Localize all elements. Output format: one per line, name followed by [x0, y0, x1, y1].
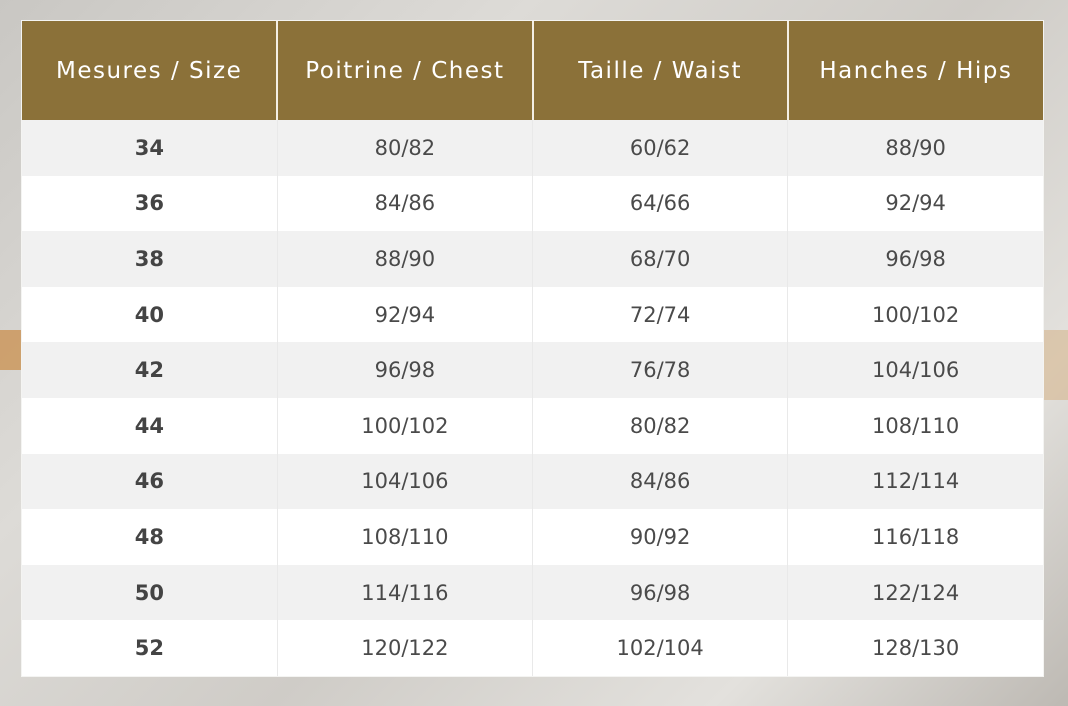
waist-cell: 84/86 — [531, 453, 788, 510]
waist-cell: 80/82 — [531, 397, 788, 454]
background-decoration — [0, 330, 22, 370]
waist-cell: 90/92 — [531, 509, 788, 565]
size-cell: 38 — [22, 231, 278, 287]
hips-cell: 112/114 — [787, 453, 1043, 510]
hips-cell: 108/110 — [787, 397, 1043, 454]
waist-cell: 102/104 — [531, 620, 788, 676]
table-row: 38 88/90 68/70 96/98 — [22, 231, 1043, 287]
chest-cell: 88/90 — [276, 231, 533, 287]
waist-cell: 96/98 — [531, 564, 788, 621]
hips-cell: 96/98 — [787, 231, 1043, 287]
hips-cell: 128/130 — [787, 620, 1043, 676]
size-cell: 44 — [22, 397, 278, 454]
chest-cell: 120/122 — [276, 620, 533, 676]
header-hips: Hanches / Hips — [786, 21, 1043, 120]
size-cell: 34 — [22, 120, 278, 176]
size-cell: 50 — [22, 564, 278, 621]
table-row: 42 96/98 76/78 104/106 — [22, 342, 1043, 398]
table-row: 36 84/86 64/66 92/94 — [22, 175, 1043, 232]
table-row: 46 104/106 84/86 112/114 — [22, 453, 1043, 510]
size-cell: 36 — [22, 175, 278, 232]
header-chest: Poitrine / Chest — [276, 21, 533, 120]
hips-cell: 92/94 — [787, 175, 1043, 232]
size-cell: 48 — [22, 509, 278, 565]
chest-cell: 96/98 — [276, 342, 533, 398]
chest-cell: 114/116 — [276, 564, 533, 621]
hips-cell: 122/124 — [787, 564, 1043, 621]
waist-cell: 72/74 — [531, 286, 788, 343]
table-row: 40 92/94 72/74 100/102 — [22, 286, 1043, 343]
header-waist: Taille / Waist — [531, 21, 788, 120]
table-row: 48 108/110 90/92 116/118 — [22, 509, 1043, 565]
size-chart-table: Mesures / Size Poitrine / Chest Taille /… — [21, 20, 1044, 677]
hips-cell: 116/118 — [787, 509, 1043, 565]
table-row: 52 120/122 102/104 128/130 — [22, 620, 1043, 676]
hips-cell: 88/90 — [787, 120, 1043, 176]
size-cell: 40 — [22, 286, 278, 343]
size-cell: 46 — [22, 453, 278, 510]
size-cell: 52 — [22, 620, 278, 676]
waist-cell: 76/78 — [531, 342, 788, 398]
chest-cell: 80/82 — [276, 120, 533, 176]
header-row: Mesures / Size Poitrine / Chest Taille /… — [22, 21, 1043, 120]
chest-cell: 100/102 — [276, 397, 533, 454]
waist-cell: 60/62 — [531, 120, 788, 176]
header-size: Mesures / Size — [22, 21, 278, 120]
chest-cell: 108/110 — [276, 509, 533, 565]
chest-cell: 92/94 — [276, 286, 533, 343]
table-row: 44 100/102 80/82 108/110 — [22, 397, 1043, 454]
size-cell: 42 — [22, 342, 278, 398]
table-row: 34 80/82 60/62 88/90 — [22, 120, 1043, 176]
background-decoration — [1042, 330, 1068, 400]
waist-cell: 68/70 — [531, 231, 788, 287]
chest-cell: 84/86 — [276, 175, 533, 232]
waist-cell: 64/66 — [531, 175, 788, 232]
table-row: 50 114/116 96/98 122/124 — [22, 564, 1043, 621]
hips-cell: 104/106 — [787, 342, 1043, 398]
hips-cell: 100/102 — [787, 286, 1043, 343]
chest-cell: 104/106 — [276, 453, 533, 510]
